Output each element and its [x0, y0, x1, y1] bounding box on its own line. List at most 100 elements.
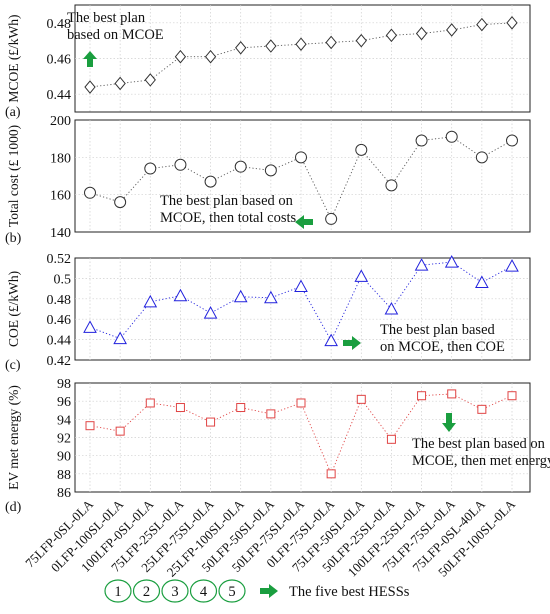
data-point — [355, 143, 368, 156]
annotation-text: The best plan based on — [412, 436, 546, 452]
legend-circle — [218, 579, 246, 603]
data-point — [475, 275, 489, 288]
annotation-text: based on MCOE — [67, 27, 164, 43]
data-point — [444, 255, 459, 268]
panel-label: (a) — [5, 105, 21, 120]
legend-number: 1 — [114, 584, 121, 600]
data-point — [203, 306, 218, 319]
legend-number: 5 — [228, 584, 235, 600]
data-point — [175, 403, 185, 413]
data-point — [174, 158, 187, 171]
data-point — [266, 409, 276, 419]
data-point — [476, 17, 488, 32]
y-tick-label: 96 — [57, 395, 71, 410]
y-axis-label: Total cost (£ 1000) — [6, 125, 21, 227]
panel-label: (c) — [5, 358, 21, 373]
panel-d: 86 88 90 92 94 96 98 EV met energy (%) (d) The be… — [5, 377, 550, 515]
data-point — [143, 294, 158, 308]
data-point — [506, 134, 518, 147]
legend-circle — [161, 579, 189, 603]
data-point — [206, 417, 216, 427]
data-point — [507, 391, 517, 401]
data-point — [113, 331, 127, 345]
data-point — [145, 398, 155, 408]
data-point — [414, 258, 429, 271]
y-tick-label: 180 — [50, 151, 71, 166]
data-point — [84, 80, 96, 94]
data-point — [325, 212, 338, 225]
annotation-text: MCOE, then total costs — [160, 210, 296, 226]
y-axis-label: EV met energy (%) — [6, 385, 21, 490]
data-point — [114, 76, 126, 91]
data-point — [356, 394, 366, 404]
legend-circle — [132, 579, 161, 603]
y-tick-label: 0.44 — [47, 88, 72, 103]
data-point — [144, 73, 156, 87]
data-point — [144, 162, 157, 175]
annotation-arrow-icon — [295, 215, 313, 229]
panel-label: (d) — [5, 500, 22, 515]
legend-number: 4 — [200, 584, 208, 600]
legend-number: 3 — [171, 584, 178, 600]
data-point — [355, 33, 367, 48]
data-point — [385, 179, 398, 192]
legend-text: The five best HESSs — [289, 584, 410, 600]
data-point — [84, 186, 96, 199]
annotation-arrow-icon — [442, 413, 456, 432]
data-point — [386, 434, 396, 444]
data-point — [233, 289, 248, 303]
data-point — [236, 403, 246, 413]
y-tick-label: 88 — [57, 468, 71, 483]
data-point — [445, 130, 458, 143]
y-tick-label: 200 — [50, 114, 71, 129]
data-point — [264, 164, 277, 177]
data-point — [446, 23, 458, 37]
data-point — [265, 39, 277, 53]
y-tick-label: 0.5 — [54, 272, 72, 287]
legend-arrow-icon — [260, 584, 278, 598]
data-point — [415, 134, 428, 147]
y-tick-label: 90 — [57, 450, 71, 465]
panel-frame — [74, 257, 531, 361]
annotation-arrow-icon — [343, 336, 361, 350]
data-point — [477, 404, 487, 414]
y-tick-label: 86 — [57, 486, 71, 501]
data-point — [384, 301, 399, 315]
data-point — [174, 49, 187, 64]
data-point — [296, 398, 306, 408]
data-point — [417, 391, 427, 401]
data-point — [235, 41, 247, 55]
y-tick-label: 0.46 — [47, 313, 72, 328]
annotation-text: on MCOE, then COE — [380, 339, 505, 355]
data-point — [264, 290, 278, 304]
data-point — [295, 151, 307, 164]
data-point — [115, 426, 125, 436]
panel-label: (b) — [5, 231, 22, 246]
annotation-text: The best plan based — [380, 322, 496, 338]
y-tick-label: 0.42 — [47, 354, 72, 369]
legend: 1 2 3 4 5 The five best HESSs — [104, 579, 410, 603]
legend-circle — [104, 579, 132, 603]
legend-circle — [189, 579, 218, 603]
annotation-text: The best plan — [67, 10, 146, 26]
data-point — [173, 288, 188, 302]
data-point — [204, 175, 217, 188]
annotation-text: The best plan based on — [160, 193, 294, 209]
annotation-arrow-icon — [83, 51, 97, 67]
data-point — [325, 35, 337, 50]
data-point — [354, 269, 369, 282]
y-tick-label: 0.44 — [47, 334, 72, 349]
data-point — [506, 16, 518, 30]
data-point — [114, 196, 127, 209]
y-tick-label: 92 — [57, 432, 71, 447]
y-tick-label: 94 — [57, 413, 71, 428]
data-point — [475, 151, 488, 164]
y-tick-label: 0.52 — [47, 252, 72, 267]
data-point — [85, 421, 95, 431]
data-point — [295, 37, 307, 52]
y-tick-label: 140 — [50, 226, 71, 241]
data-point — [83, 320, 97, 333]
y-tick-label: 0.46 — [47, 53, 72, 68]
